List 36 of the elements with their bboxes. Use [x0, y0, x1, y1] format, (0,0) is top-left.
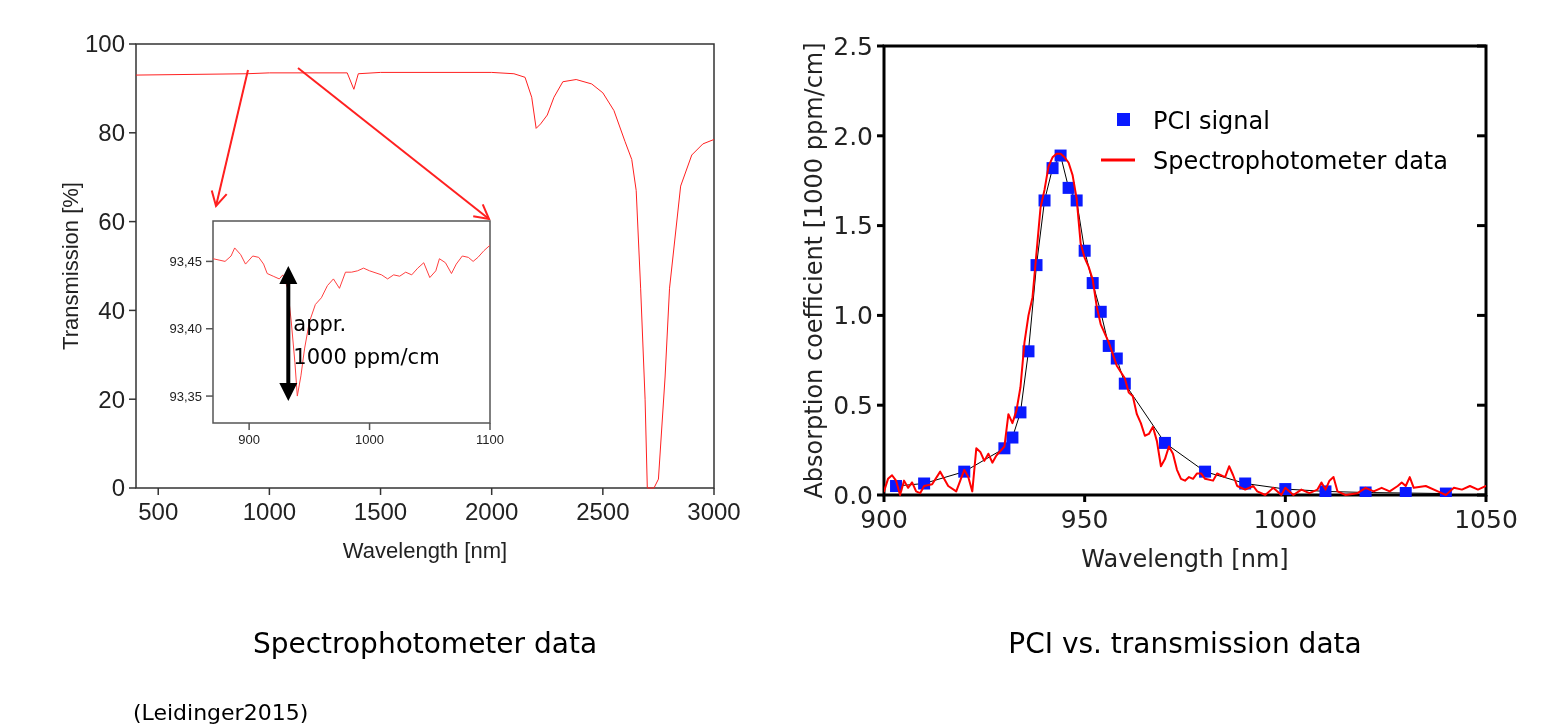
x-tick-label: 1000: [355, 432, 385, 447]
x-tick-label: 1050: [1454, 505, 1518, 534]
y-tick-label: 93,45: [169, 253, 202, 269]
y-tick-label: 2.0: [833, 121, 873, 151]
x-tick-label: 1500: [353, 498, 408, 525]
y-tick-label: 80: [98, 119, 125, 147]
x-tick-label: 950: [1060, 505, 1109, 534]
x-tick-label: 900: [238, 432, 260, 447]
y-tick-label: 40: [98, 296, 125, 324]
text: PCI vs. transmission data: [1008, 627, 1362, 660]
y-tick-label: 93,35: [169, 388, 202, 404]
y-tick-label: 100: [84, 30, 125, 58]
x-tick-label: 1100: [476, 432, 504, 447]
x-tick-label: 2500: [576, 498, 630, 525]
y-tick-label: 1.0: [833, 301, 873, 331]
y-tick-label: 1.5: [833, 211, 873, 241]
y-tick-label: 0.5: [833, 390, 873, 420]
x-tick-label: 1000: [1253, 505, 1318, 534]
y-tick-label: 60: [98, 208, 125, 235]
x-tick-label: 500: [138, 498, 179, 525]
legend-label: Spectrophotometer data: [1153, 147, 1448, 175]
text: (Leidinger2015): [133, 700, 309, 725]
y-axis-title: Transmission [%]: [58, 182, 83, 350]
text: Spectrophotometer data: [252, 627, 598, 660]
x-axis-title: Wavelength [nm]: [1081, 545, 1289, 573]
annotation: appr. 1000 ppm/cm: [293, 311, 440, 369]
y-tick-label: 2.5: [833, 31, 873, 61]
y-axis-title: Absorption coefficient [1000 ppm/cm]: [800, 42, 828, 499]
y-tick-label: 20: [98, 385, 125, 413]
y-tick-label: 93,40: [169, 321, 202, 337]
y-tick-label: 0: [111, 474, 125, 502]
x-axis-title: Wavelength [nm]: [342, 538, 508, 563]
legend-label: PCI signal: [1153, 107, 1270, 135]
x-tick-label: 3000: [687, 498, 741, 525]
x-tick-label: 2000: [465, 498, 519, 525]
x-tick-label: 1000: [242, 498, 297, 525]
